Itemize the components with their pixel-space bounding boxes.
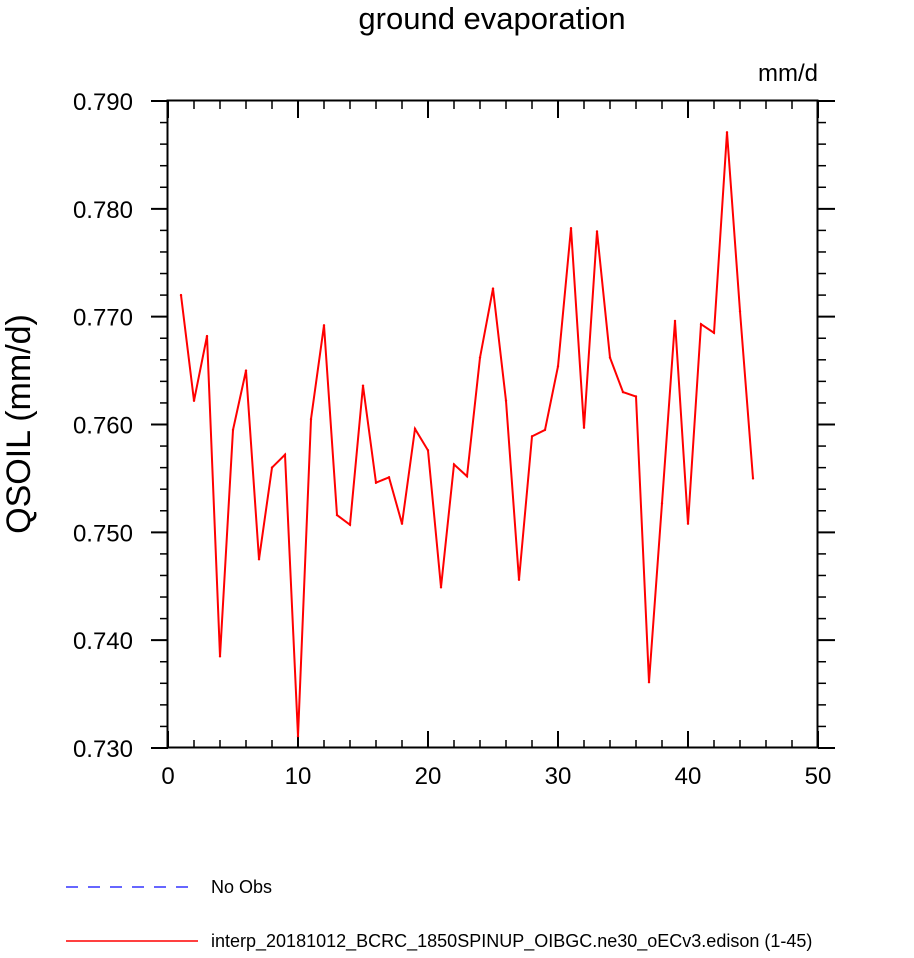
data-point <box>621 390 625 394</box>
data-point <box>270 466 274 469</box>
y-tick-label: 0.790 <box>73 89 133 116</box>
data-point <box>699 323 703 326</box>
data-point <box>335 513 339 517</box>
data-point <box>309 417 313 421</box>
legend-label: interp_20181012_BCRC_1850SPINUP_OIBGC.ne… <box>211 931 812 952</box>
x-tick-label: 0 <box>161 763 174 790</box>
data-point <box>283 453 287 456</box>
y-tick-label: 0.740 <box>73 628 133 655</box>
data-point <box>660 502 664 505</box>
y-tick-label: 0.780 <box>73 197 133 224</box>
x-tick-label: 10 <box>285 763 312 790</box>
data-point <box>478 356 482 359</box>
data-point <box>192 399 196 402</box>
data-point <box>491 287 495 290</box>
data-point <box>673 319 677 323</box>
data-point <box>400 522 404 525</box>
data-point <box>179 293 183 297</box>
ticks-layer: 0 10 20 30 40 50 0.730 0.740 0.750 0.760 0.770 0.78… <box>73 89 835 790</box>
x-tick-label: 20 <box>415 763 442 790</box>
data-point <box>296 734 300 738</box>
data-point <box>634 395 638 398</box>
x-tick-label: 40 <box>675 763 702 790</box>
x-tick-label: 30 <box>545 763 572 790</box>
data-point <box>569 227 573 230</box>
data-point <box>413 427 417 431</box>
data-point <box>738 310 742 313</box>
y-tick-label: 0.730 <box>73 736 133 763</box>
data-point <box>517 578 521 581</box>
data-point <box>426 449 430 452</box>
data-point <box>582 426 586 429</box>
data-point <box>712 331 716 335</box>
data-point <box>595 230 599 233</box>
y-tick-label: 0.770 <box>73 305 133 332</box>
data-point <box>686 522 690 525</box>
data-point <box>374 481 378 484</box>
x-tick-label: 50 <box>805 763 832 790</box>
data-point <box>608 356 612 359</box>
data-point <box>231 428 235 432</box>
data-point <box>387 476 391 479</box>
data-point <box>348 523 352 526</box>
data-point <box>452 463 456 466</box>
y-axis-label: QSOIL (mm/d) <box>0 314 38 534</box>
data-point <box>647 681 651 684</box>
legend: No Obs interp_20181012_BCRC_1850SPINUP_OI… <box>66 877 812 952</box>
data-point <box>530 435 534 438</box>
data-point <box>218 655 222 658</box>
data-point <box>465 475 469 478</box>
chart-title: ground evaporation <box>358 1 625 36</box>
data-point <box>322 324 326 327</box>
y-tick-label: 0.760 <box>73 413 133 440</box>
plot-frame <box>166 99 819 749</box>
data-point <box>504 399 508 402</box>
data-point <box>244 369 248 372</box>
data-point <box>361 384 365 387</box>
data-point <box>439 586 443 589</box>
data-point <box>257 558 261 561</box>
data-point <box>543 428 547 432</box>
data-point <box>556 365 560 368</box>
y-tick-label: 0.750 <box>73 520 133 547</box>
units-label: mm/d <box>758 60 818 87</box>
data-point <box>205 334 209 338</box>
data-point <box>725 131 729 134</box>
legend-label: No Obs <box>211 877 272 897</box>
series-line <box>180 132 754 737</box>
series-layer <box>179 131 755 738</box>
data-point <box>751 477 755 480</box>
series-group <box>179 131 755 738</box>
